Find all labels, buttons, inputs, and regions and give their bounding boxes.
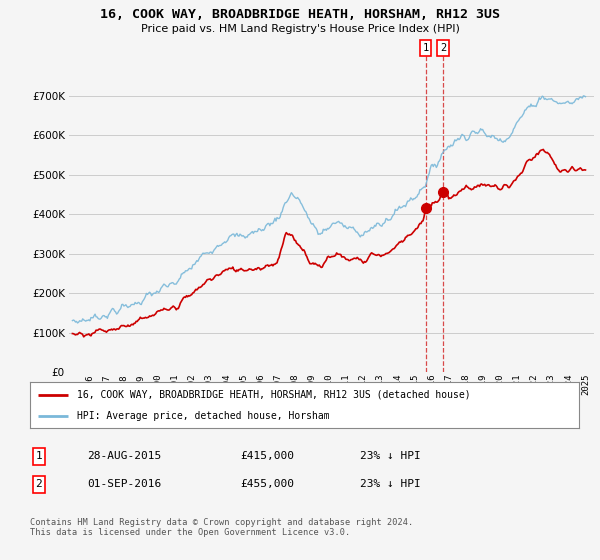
Text: Price paid vs. HM Land Registry's House Price Index (HPI): Price paid vs. HM Land Registry's House … — [140, 24, 460, 34]
Text: 28-AUG-2015: 28-AUG-2015 — [87, 451, 161, 461]
Text: HPI: Average price, detached house, Horsham: HPI: Average price, detached house, Hors… — [77, 411, 329, 421]
Text: 1: 1 — [422, 43, 429, 53]
Text: £455,000: £455,000 — [240, 479, 294, 489]
Text: 23% ↓ HPI: 23% ↓ HPI — [360, 479, 421, 489]
Text: £415,000: £415,000 — [240, 451, 294, 461]
Text: 2: 2 — [440, 43, 446, 53]
Text: 16, COOK WAY, BROADBRIDGE HEATH, HORSHAM, RH12 3US (detached house): 16, COOK WAY, BROADBRIDGE HEATH, HORSHAM… — [77, 390, 470, 400]
Text: 23% ↓ HPI: 23% ↓ HPI — [360, 451, 421, 461]
Text: Contains HM Land Registry data © Crown copyright and database right 2024.
This d: Contains HM Land Registry data © Crown c… — [30, 518, 413, 538]
Text: 01-SEP-2016: 01-SEP-2016 — [87, 479, 161, 489]
Text: 2: 2 — [35, 479, 43, 489]
Text: 1: 1 — [35, 451, 43, 461]
Text: 16, COOK WAY, BROADBRIDGE HEATH, HORSHAM, RH12 3US: 16, COOK WAY, BROADBRIDGE HEATH, HORSHAM… — [100, 8, 500, 21]
